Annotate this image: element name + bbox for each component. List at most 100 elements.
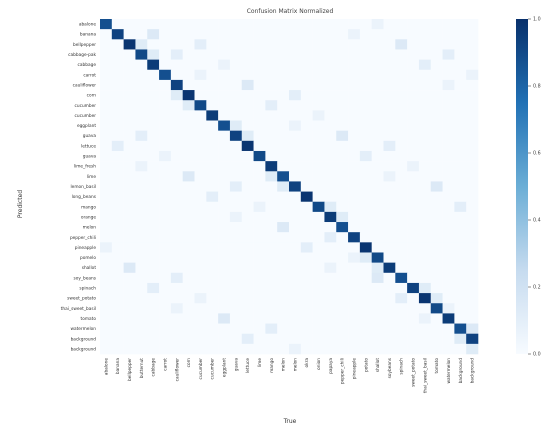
heatmap-cell bbox=[348, 171, 361, 182]
heatmap-cell bbox=[135, 313, 148, 324]
heatmap-cell bbox=[442, 79, 455, 91]
heatmap-cell bbox=[466, 110, 479, 121]
heatmap-cell bbox=[312, 242, 325, 253]
heatmap-cell bbox=[206, 313, 219, 324]
heatmap-cell bbox=[182, 303, 195, 314]
heatmap-cell bbox=[100, 282, 113, 294]
x-tick-label: onion bbox=[316, 358, 322, 370]
y-tick-label: long_beans bbox=[72, 194, 97, 200]
heatmap-cell bbox=[159, 69, 172, 81]
heatmap-cell bbox=[359, 161, 372, 172]
heatmap-cell bbox=[395, 191, 408, 203]
heatmap-cell bbox=[324, 90, 337, 101]
heatmap-cell bbox=[218, 100, 231, 111]
heatmap-cell bbox=[123, 130, 136, 142]
heatmap-cell bbox=[265, 262, 278, 274]
heatmap-cell bbox=[371, 161, 384, 172]
heatmap-cell bbox=[277, 19, 290, 30]
heatmap-cell bbox=[312, 293, 325, 304]
heatmap-cell bbox=[442, 232, 455, 243]
heatmap-cell bbox=[418, 161, 432, 172]
heatmap-cell bbox=[241, 120, 254, 131]
heatmap-cell bbox=[454, 59, 467, 71]
heatmap-cell bbox=[111, 100, 124, 111]
heatmap-cell bbox=[407, 130, 420, 142]
heatmap-cell bbox=[300, 262, 313, 274]
heatmap-cell bbox=[100, 110, 113, 121]
heatmap-cell bbox=[241, 29, 254, 40]
heatmap-cell bbox=[336, 19, 349, 30]
heatmap-cell bbox=[277, 313, 290, 324]
heatmap-cell bbox=[442, 323, 455, 334]
heatmap-cell bbox=[229, 120, 243, 131]
heatmap-cell bbox=[407, 333, 420, 345]
heatmap-cell bbox=[418, 282, 432, 294]
heatmap-cell bbox=[182, 79, 195, 91]
heatmap-cell bbox=[147, 120, 160, 131]
heatmap-cell bbox=[300, 69, 313, 81]
heatmap-cell bbox=[159, 191, 172, 203]
heatmap-cell bbox=[300, 232, 313, 243]
heatmap-cell bbox=[123, 140, 136, 152]
heatmap-cell bbox=[206, 181, 219, 192]
heatmap-cell bbox=[324, 120, 337, 131]
heatmap-cell bbox=[407, 171, 420, 182]
heatmap-cell bbox=[289, 49, 302, 60]
heatmap-cell bbox=[312, 272, 325, 284]
heatmap-cell bbox=[324, 19, 337, 30]
heatmap-cell bbox=[300, 211, 313, 223]
heatmap-cell bbox=[253, 90, 266, 101]
heatmap-cell bbox=[407, 313, 420, 324]
heatmap-cell bbox=[383, 333, 396, 345]
heatmap-cell bbox=[277, 242, 290, 253]
heatmap-cell bbox=[277, 150, 290, 162]
heatmap-cell bbox=[123, 323, 136, 334]
heatmap-cell bbox=[100, 120, 113, 131]
y-tick-label: spinach bbox=[79, 286, 96, 292]
heatmap-cell bbox=[182, 150, 195, 162]
heatmap-cell bbox=[442, 293, 455, 304]
heatmap-cell bbox=[442, 333, 455, 345]
heatmap-cell bbox=[418, 303, 432, 314]
heatmap-cell bbox=[253, 252, 266, 263]
heatmap-cell bbox=[147, 293, 160, 304]
x-tick-labels: abalone banana bellpepper butternut cabbage c… bbox=[103, 357, 475, 393]
heatmap-cell bbox=[312, 262, 325, 274]
heatmap-cell bbox=[407, 90, 420, 101]
heatmap-cell bbox=[253, 293, 266, 304]
y-tick-label: pineapple bbox=[75, 245, 97, 251]
heatmap-cell bbox=[383, 252, 396, 263]
heatmap-cell bbox=[170, 181, 183, 192]
heatmap-cell bbox=[147, 211, 160, 223]
heatmap-cell bbox=[359, 150, 372, 162]
heatmap-cell bbox=[418, 69, 432, 81]
heatmap-cell bbox=[241, 150, 254, 162]
heatmap-cell bbox=[159, 130, 172, 142]
y-tick-label: cauliflower bbox=[73, 82, 97, 88]
heatmap-cell bbox=[123, 303, 136, 314]
y-tick-label: tomato bbox=[81, 316, 97, 322]
heatmap-cell bbox=[135, 161, 148, 172]
heatmap-cell bbox=[395, 39, 408, 50]
heatmap-cell bbox=[430, 313, 443, 324]
heatmap-cell bbox=[430, 90, 443, 101]
heatmap-cell bbox=[418, 110, 432, 121]
heatmap-cell bbox=[241, 222, 254, 233]
heatmap-cell bbox=[359, 90, 372, 101]
y-tick-label: watermelon bbox=[70, 326, 96, 332]
heatmap-cell bbox=[253, 130, 266, 142]
y-tick-label: orange bbox=[81, 214, 96, 220]
heatmap-cell bbox=[123, 191, 136, 203]
heatmap-cell bbox=[123, 272, 136, 284]
heatmap-cell bbox=[218, 242, 231, 253]
heatmap-cell bbox=[348, 29, 361, 40]
heatmap-cell bbox=[300, 161, 313, 172]
heatmap-cell bbox=[430, 211, 443, 223]
heatmap-cell bbox=[159, 110, 172, 121]
heatmap-cell bbox=[336, 282, 349, 294]
heatmap-cell bbox=[159, 232, 172, 243]
heatmap-cell bbox=[324, 79, 337, 91]
heatmap-cell bbox=[229, 282, 243, 294]
heatmap-cell bbox=[170, 303, 183, 314]
heatmap-cell bbox=[147, 252, 160, 263]
